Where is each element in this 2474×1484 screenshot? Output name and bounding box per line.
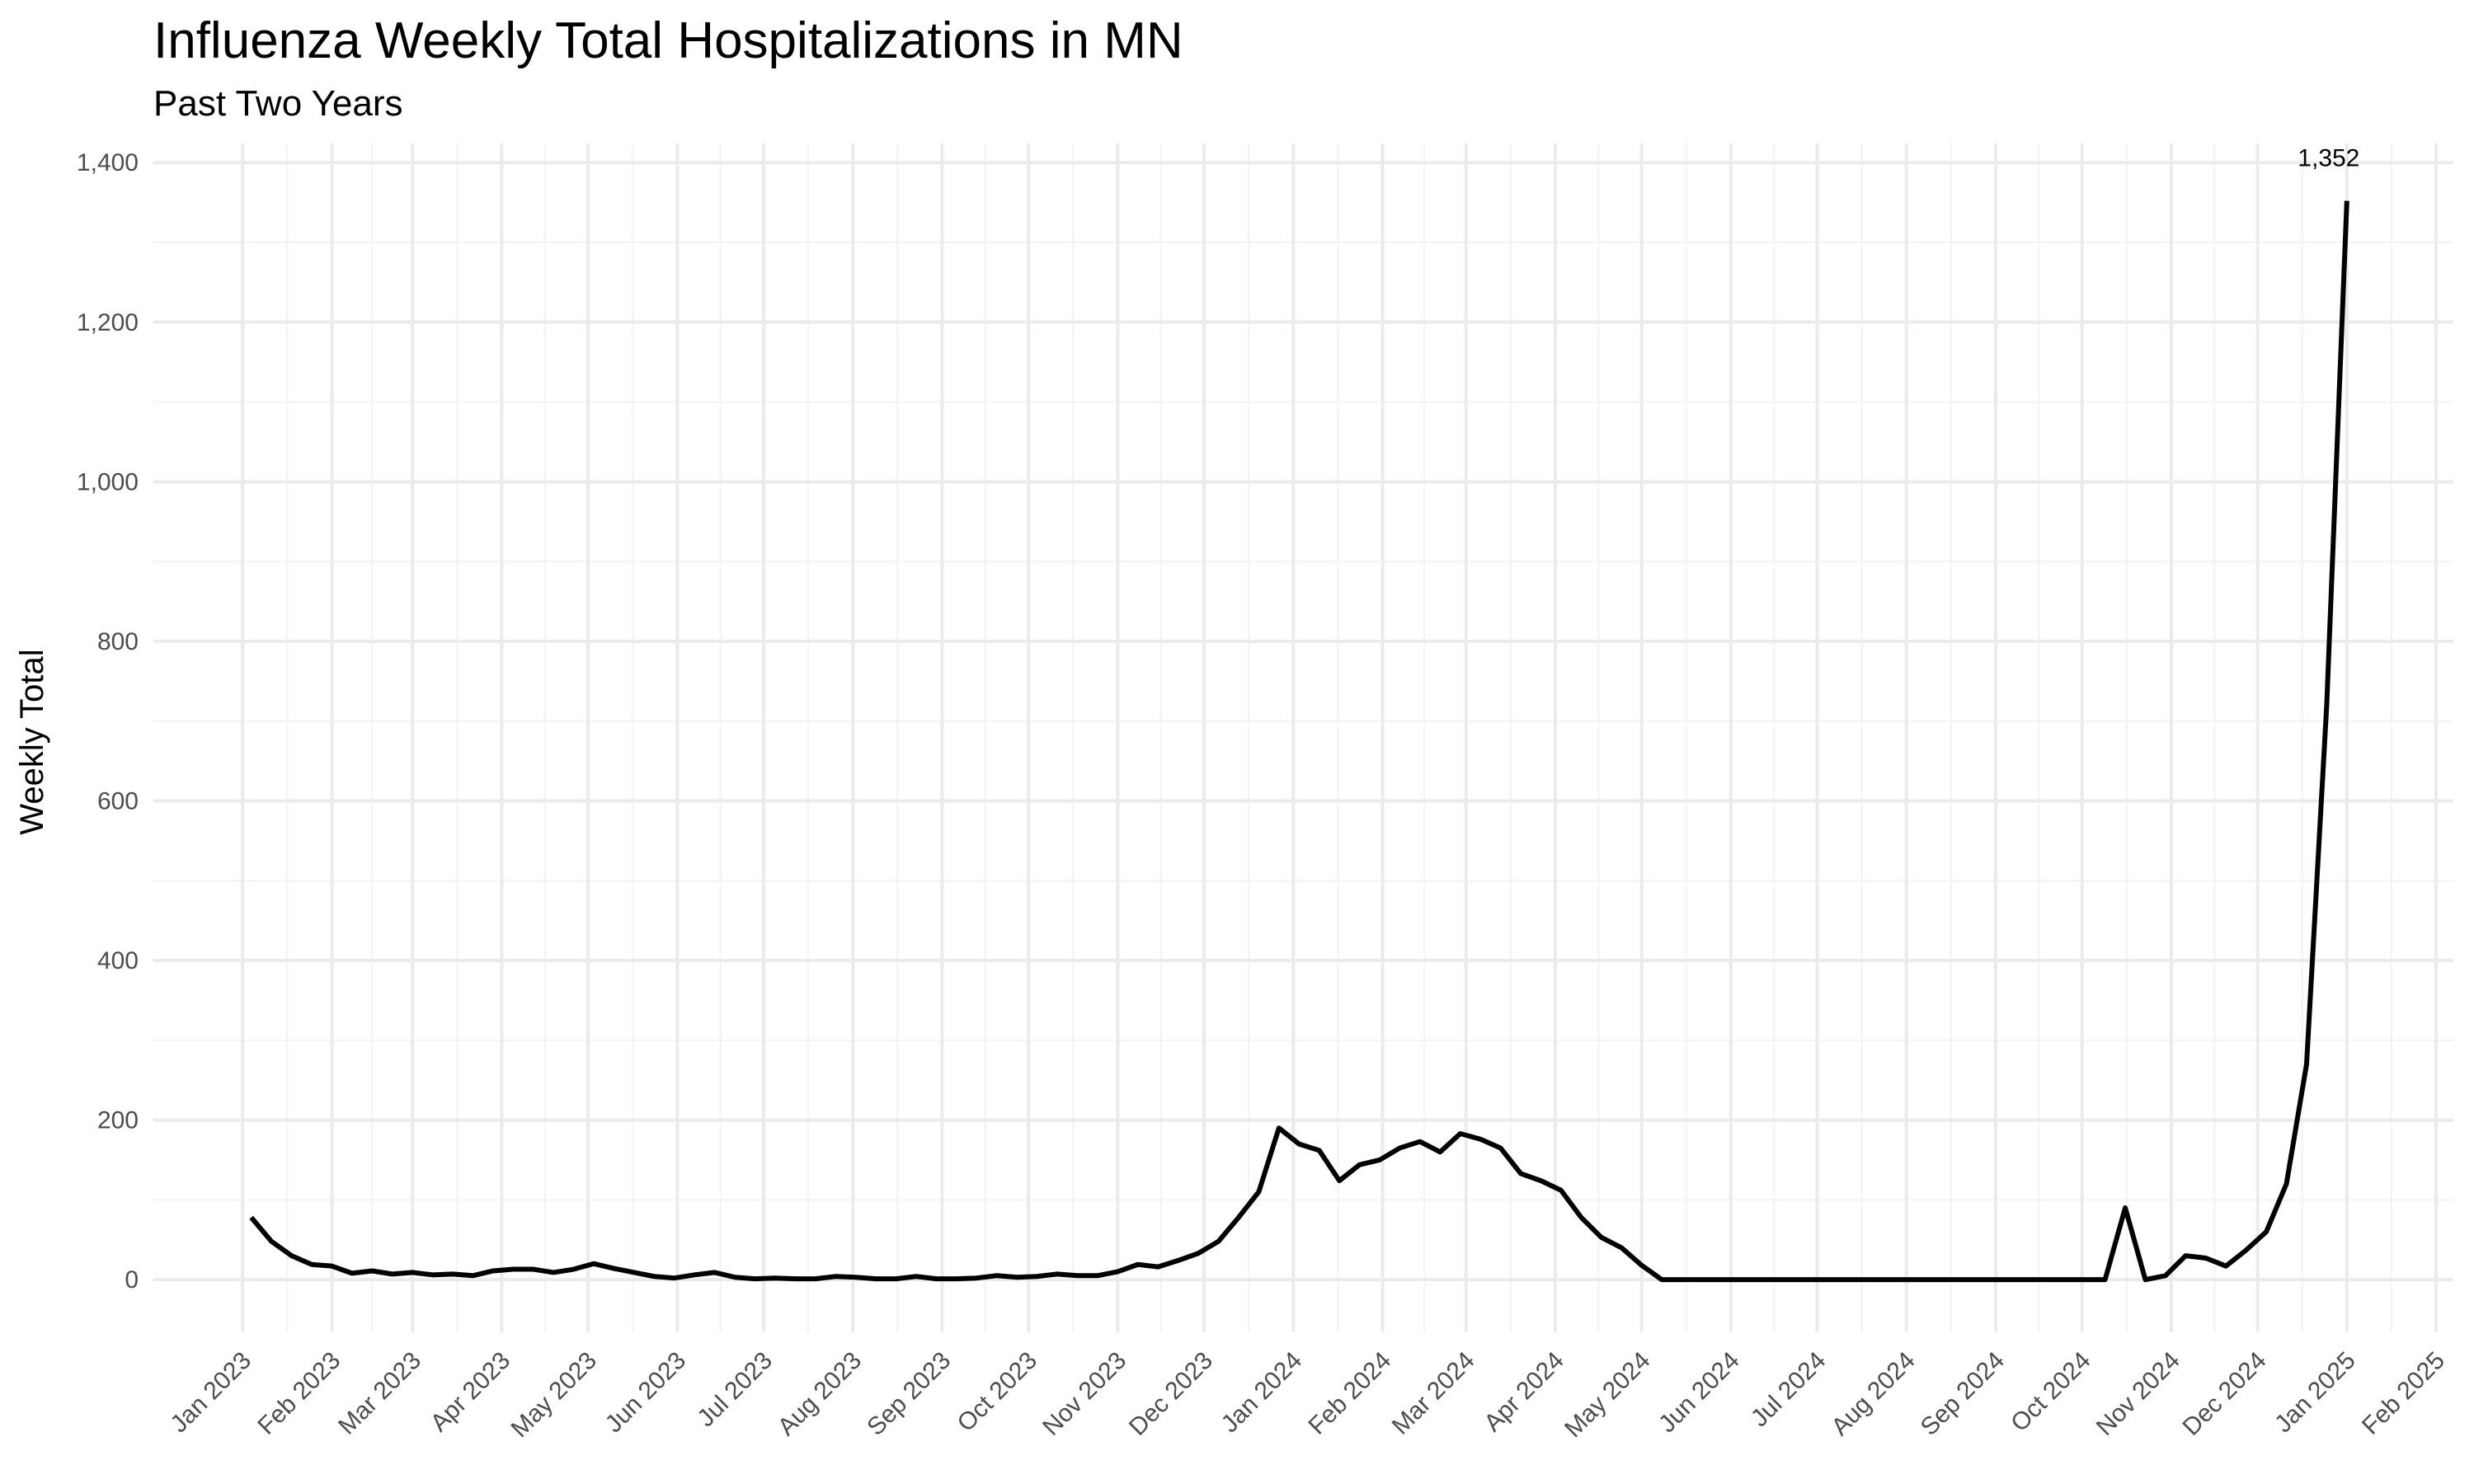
x-tick-label: Jul 2024	[1746, 1347, 1832, 1433]
data-label: 1,352	[2298, 145, 2359, 172]
x-tick-label: Jan 2023	[166, 1347, 257, 1439]
y-tick-label: 800	[97, 628, 139, 655]
x-tick-label: Jan 2025	[2269, 1347, 2361, 1439]
x-tick-label: Sep 2023	[862, 1347, 956, 1441]
y-tick-label: 1,400	[77, 149, 139, 176]
x-tick-label: Nov 2024	[2091, 1347, 2185, 1441]
x-tick-label: May 2023	[506, 1347, 602, 1443]
x-tick-label: Jun 2024	[1653, 1347, 1745, 1439]
y-tick-label: 600	[97, 787, 139, 815]
x-tick-label: Mar 2024	[1387, 1347, 1480, 1440]
x-tick-label: Jul 2023	[692, 1347, 778, 1433]
y-tick-label: 400	[97, 947, 139, 974]
x-tick-label: Mar 2023	[333, 1347, 426, 1440]
y-tick-label: 1,200	[77, 309, 139, 336]
x-tick-label: Jan 2024	[1216, 1347, 1308, 1439]
y-tick-label: 200	[97, 1107, 139, 1134]
y-tick-label: 0	[125, 1266, 139, 1294]
data-line	[249, 200, 2349, 1283]
x-tick-label: Jun 2023	[600, 1347, 692, 1439]
x-tick-label: Apr 2024	[1479, 1347, 1569, 1437]
x-tick-label: Dec 2024	[2177, 1347, 2271, 1441]
y-axis-title: Weekly Total	[14, 649, 50, 834]
plot: 1,352	[249, 145, 2359, 1283]
x-tick-label: Aug 2023	[773, 1347, 867, 1441]
x-tick-label: Oct 2024	[2006, 1347, 2095, 1437]
x-tick-label: Feb 2024	[1303, 1347, 1396, 1440]
x-tick-label: May 2024	[1559, 1347, 1655, 1443]
x-tick-label: Nov 2023	[1037, 1347, 1131, 1441]
x-tick-label: Dec 2023	[1124, 1347, 1218, 1441]
x-tick-label: Feb 2025	[2357, 1347, 2450, 1440]
y-tick-label: 1,000	[77, 468, 139, 495]
x-tick-label: Feb 2023	[252, 1347, 346, 1440]
chart-subtitle: Past Two Years	[153, 83, 403, 124]
x-tick-label: Sep 2024	[1916, 1347, 2010, 1441]
x-tick-label: Aug 2024	[1827, 1347, 1921, 1441]
chart-title: Influenza Weekly Total Hospitalizations …	[153, 12, 1183, 69]
x-tick-label: Oct 2023	[952, 1347, 1042, 1437]
x-tick-label: Apr 2023	[426, 1347, 515, 1437]
